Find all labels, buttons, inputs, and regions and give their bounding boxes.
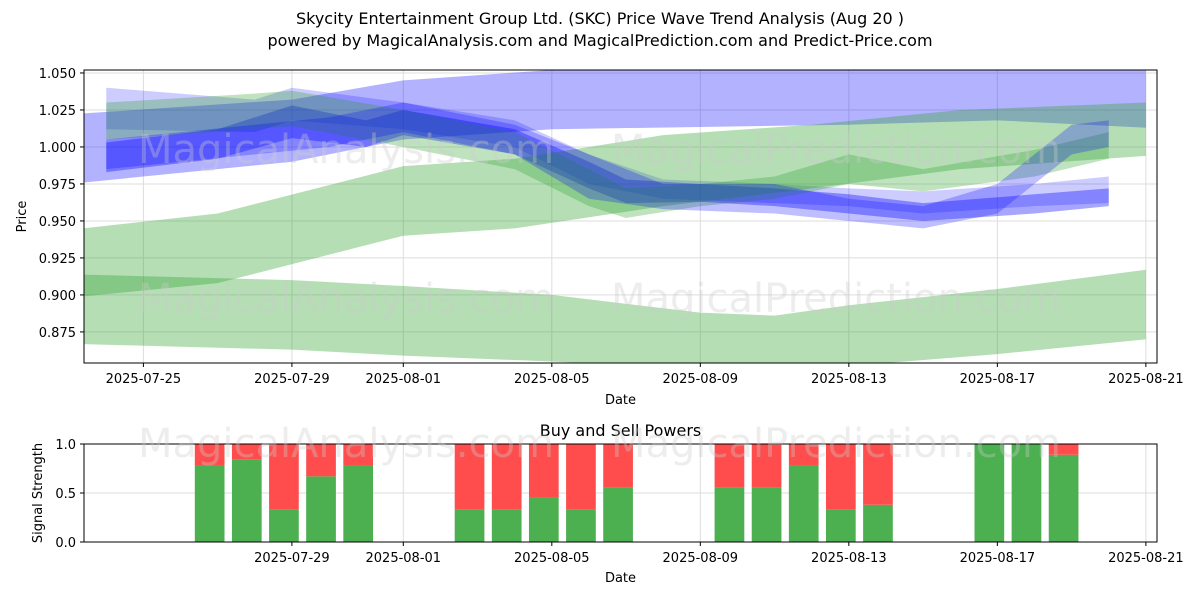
sell-bar [528,444,559,498]
band-blue-1 [106,105,1109,221]
bar-x-tick-label: 2025-07-29 [254,551,330,566]
x-tick-label: 2025-08-09 [663,372,739,387]
bar-x-tick-label: 2025-08-13 [811,551,887,566]
x-tick-label: 2025-07-29 [254,372,330,387]
sell-bar [491,444,522,510]
buy-bar [974,444,1005,542]
band-blue-2 [106,87,1109,214]
sell-bar [788,444,819,466]
sell-bar [454,444,485,510]
main-plot-frame [83,69,1158,364]
sell-bar [306,444,336,477]
watermark-2: MagicalPrediction.com [611,127,1061,173]
y-tick-label: 1.050 [39,67,76,82]
watermark-6: MagicalPrediction.com [611,421,1061,467]
y-tick-label: 0.925 [39,252,76,267]
sell-bar [863,444,893,505]
watermark-5: MagicalAnalysis.com [138,421,554,467]
buy-bar [343,465,374,542]
bar-y-tick-label: 0.5 [55,487,76,502]
band-green-3 [84,102,1146,297]
watermark-3: MagicalAnalysis.com [138,276,554,322]
bar-y-tick-label: 1.0 [55,438,76,453]
buy-bar [1048,454,1079,542]
main-x-axis-label: Date [605,393,636,408]
sell-bar [825,444,856,510]
x-tick-label: 2025-08-05 [514,372,590,387]
x-tick-label: 2025-08-13 [811,372,887,387]
y-tick-label: 0.875 [39,326,76,341]
chart-subtitle: powered by MagicalAnalysis.com and Magic… [267,31,933,50]
buy-bar [231,459,262,542]
buy-bar [788,465,819,542]
bands-group [84,70,1146,363]
bar-x-tick-label: 2025-08-01 [366,551,442,566]
y-tick-label: 0.900 [39,289,76,304]
buy-bar [1011,444,1042,542]
bar-x-axis-label: Date [605,571,636,586]
buy-bar [863,504,893,542]
buy-bar [566,509,596,542]
bar-chart-title: Buy and Sell Powers [540,421,702,440]
chart-title-block: Skycity Entertainment Group Ltd. (SKC) P… [0,8,1200,52]
buy-bar [269,509,299,542]
watermark-1: MagicalAnalysis.com [138,127,554,173]
sell-bar [269,444,299,510]
sell-bar [751,444,782,488]
y-tick-label: 1.025 [39,104,76,119]
sell-bar [603,444,633,488]
bar-x-tick-label: 2025-08-17 [960,551,1036,566]
sell-bar [1048,444,1079,455]
buy-bar [194,465,225,542]
sell-bar [194,444,225,466]
buy-bar [454,509,485,542]
buy-bar [491,509,522,542]
bar-x-tick-label: 2025-08-21 [1108,551,1184,566]
sell-bar [343,444,374,466]
band-green-5 [106,90,1109,218]
chart-title: Skycity Entertainment Group Ltd. (SKC) P… [295,9,904,28]
sell-bar [231,444,262,460]
x-tick-label: 2025-08-01 [366,372,442,387]
buy-bar [714,487,745,542]
x-tick-label: 2025-08-17 [960,372,1036,387]
buy-bar [751,487,782,542]
y-tick-label: 0.950 [39,215,76,230]
sell-bar [714,444,745,488]
bar-y-tick-label: 0.0 [55,536,76,551]
buy-bar [603,487,633,542]
band-green-4 [84,269,1146,363]
buy-bar [825,509,856,542]
sell-bar [566,444,596,510]
main-y-axis-label: Price [15,201,30,233]
bar-x-tick-label: 2025-08-09 [663,551,739,566]
x-tick-label: 2025-07-25 [106,372,182,387]
watermark-4: MagicalPrediction.com [611,276,1061,322]
x-tick-label: 2025-08-21 [1108,372,1184,387]
band-blue-0 [84,70,1146,183]
buy-bar [528,497,559,542]
bar-plot-frame [83,443,1158,543]
y-tick-label: 0.975 [39,178,76,193]
buy-bar [306,476,336,542]
bar-x-tick-label: 2025-08-05 [514,551,590,566]
bar-y-axis-label: Signal Strength [31,443,46,543]
band-blue-6 [106,102,1109,229]
y-tick-label: 1.000 [39,141,76,156]
